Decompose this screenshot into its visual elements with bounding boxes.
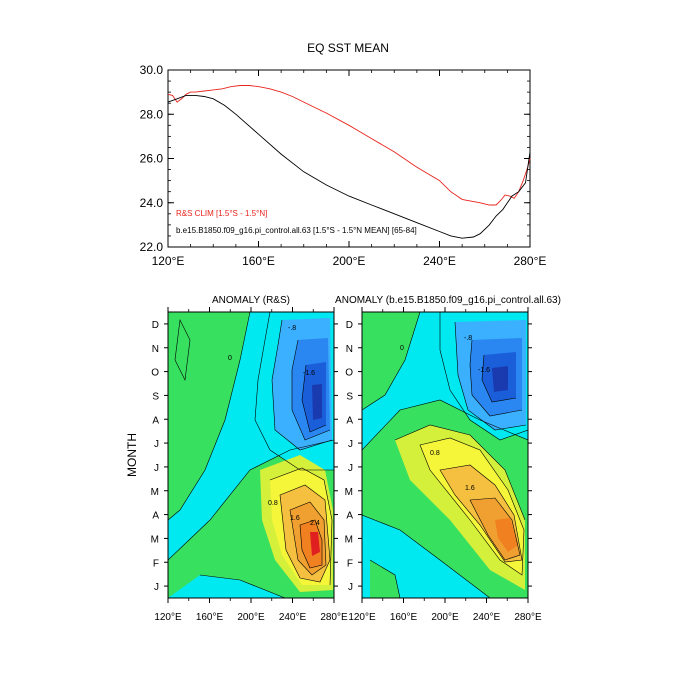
month-tick-label: D — [152, 320, 159, 331]
anomaly-panel-model-title: ANOMALY (b.e15.B1850.f09_g16.pi_control.… — [335, 295, 561, 306]
contour-label-neg08: -.8 — [288, 325, 296, 332]
month-tick-label: M — [151, 487, 159, 498]
x-tick-label: 120°E — [152, 254, 185, 268]
y-tick-label: 24.0 — [140, 196, 164, 210]
line-chart: EQ SST MEAN 120°E 160°E 200°E 240°E 280°E 22.… — [140, 41, 547, 268]
contour-label-0: 0 — [228, 355, 232, 362]
panel-x-tick-label: 240°E — [279, 612, 307, 623]
month-tick-label: N — [152, 344, 159, 355]
contour-label-neg16: -1.6 — [303, 370, 315, 377]
contour-label-08: 0.8 — [268, 500, 278, 507]
y-tick-label: 28.0 — [140, 107, 164, 121]
anomaly-model-contours — [362, 312, 528, 598]
contour-label-24: 2.4 — [310, 520, 320, 527]
x-tick-label: 280°E — [514, 254, 547, 268]
series-line-rs-clim — [167, 85, 531, 206]
line-chart-series — [167, 85, 531, 239]
x-tick-label: 240°E — [423, 254, 456, 268]
month-tick-label: N — [346, 344, 353, 355]
panel-x-tick-label: 120°E — [348, 612, 376, 623]
anomaly-model-field — [362, 312, 528, 598]
anomaly-panel-rs: ANOMALY (R&S) — [151, 295, 348, 623]
anomaly-panel-model: ANOMALY (b.e15.B1850.f09_g16.pi_control.… — [335, 295, 561, 623]
month-tick-label: J — [348, 439, 353, 450]
month-tick-label: J — [154, 582, 159, 593]
month-tick-label: F — [347, 558, 353, 569]
panel-x-tick-label: 200°E — [431, 612, 459, 623]
month-tick-label: A — [346, 511, 353, 522]
panel-x-tick-label: 280°E — [514, 612, 542, 623]
panel-x-tick-label: 240°E — [473, 612, 501, 623]
line-chart-title: EQ SST MEAN — [307, 41, 389, 55]
month-tick-label: M — [151, 534, 159, 545]
contour-label-model-16: 1.6 — [465, 485, 475, 492]
month-tick-label: M — [345, 534, 353, 545]
line-chart-ticks: 120°E 160°E 200°E 240°E 280°E 22.0 24.0 26.0 28.… — [140, 63, 547, 268]
x-tick-label: 160°E — [242, 254, 275, 268]
panel-x-tick-label: 200°E — [237, 612, 265, 623]
contour-label-model-08: 0.8 — [430, 450, 440, 457]
contour-label-model-neg16: -1.6 — [478, 367, 490, 374]
month-tick-label: D — [346, 320, 353, 331]
panel-x-tick-label: 160°E — [390, 612, 418, 623]
month-tick-label: J — [348, 582, 353, 593]
month-tick-label: F — [153, 558, 159, 569]
contour-label-16: 1.6 — [290, 515, 300, 522]
panel-x-tick-label: 120°E — [154, 612, 182, 623]
contour-label-model-neg08: -.8 — [464, 335, 472, 342]
y-tick-label: 26.0 — [140, 152, 164, 166]
series-line-model — [167, 94, 531, 239]
month-tick-label: S — [152, 391, 159, 402]
anomaly-rs-ticks: 120°E 160°E 200°E 240°E 280°E J F M A M J J A S O N D — [151, 307, 348, 623]
contour-label-model-0: 0 — [400, 345, 404, 352]
anomaly-panel-rs-title: ANOMALY (R&S) — [212, 295, 290, 306]
panel-x-tick-label: 160°E — [196, 612, 224, 623]
anomaly-rs-field — [168, 312, 334, 598]
legend-entry-rs-clim: R&S CLIM [1.5°S - 1.5°N] — [176, 209, 267, 218]
anomaly-model-ticks: 120°E 160°E 200°E 240°E 280°E J F M A M J J A S O N D — [345, 307, 542, 623]
y-tick-label: 22.0 — [140, 240, 164, 254]
month-tick-label: J — [348, 463, 353, 474]
month-tick-label: A — [346, 415, 353, 426]
month-tick-label: A — [152, 415, 159, 426]
legend-entry-model: b.e15.B1850.f09_g16.pi_control.all.63 [1… — [176, 226, 417, 235]
panel-x-tick-label: 280°E — [320, 612, 348, 623]
month-axis-label: MONTH — [125, 433, 139, 477]
y-tick-label: 30.0 — [140, 63, 164, 77]
month-tick-label: J — [154, 439, 159, 450]
month-tick-label: A — [152, 511, 159, 522]
month-tick-label: S — [346, 391, 353, 402]
line-chart-frame — [167, 69, 531, 248]
x-tick-label: 200°E — [333, 254, 366, 268]
month-tick-label: O — [151, 368, 159, 379]
month-tick-label: M — [345, 487, 353, 498]
month-tick-label: O — [345, 368, 353, 379]
anomaly-rs-contours — [168, 312, 334, 598]
month-tick-label: J — [154, 463, 159, 474]
